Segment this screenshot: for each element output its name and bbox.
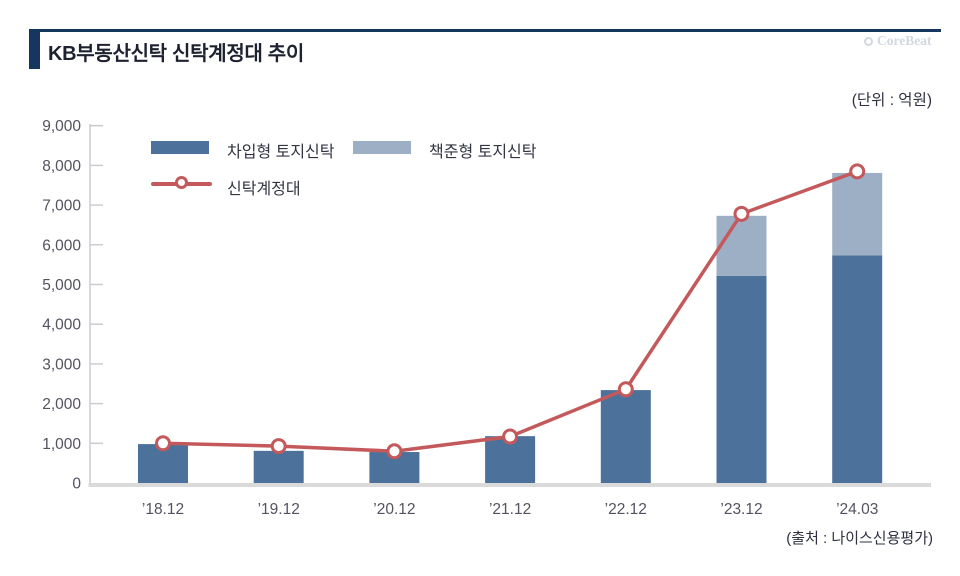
watermark: CoreBeat [864,33,931,49]
y-tick-label: 0 [72,476,81,493]
y-tick-label: 5,000 [42,277,81,294]
bar-segment-completion-trust [716,215,767,276]
x-tick-label: ’18.12 [142,501,184,518]
x-tick-label: ’20.12 [373,501,415,518]
y-tick-label: 6,000 [42,237,81,254]
source-label: (출처 : 나이스신용평가) [786,530,933,547]
unit-label: (단위 : 억원) [851,92,932,109]
trend-marker [617,381,634,398]
legend-label-borrowed-trust: 차입형 토지신탁 [227,144,335,161]
y-tick-label: 1,000 [42,436,81,453]
trend-marker [502,428,519,445]
bar-segment-borrowed-trust [600,390,651,483]
trend-marker [270,438,287,455]
legend-label-trust-account: 신탁계정대 [227,181,301,198]
legend-line-marker-icon [175,176,188,189]
x-tick-label: ’19.12 [258,501,300,518]
y-tick-label: 3,000 [42,356,81,373]
bar-segment-borrowed-trust [832,255,883,483]
page-title: KB부동산신탁 신탁계정대 추이 [48,43,304,65]
y-tick-label: 8,000 [42,158,81,175]
y-tick-label: 7,000 [42,198,81,215]
y-tick-label: 4,000 [42,317,81,334]
x-tick-label: ’21.12 [489,501,531,518]
trend-marker [849,163,866,180]
watermark-logo-icon [864,36,873,46]
trend-marker [155,435,171,452]
x-axis-line [88,483,931,487]
bar-segment-borrowed-trust [253,450,304,483]
legend-swatch-completion-trust [353,141,411,154]
x-tick-label: ’22.12 [605,501,647,518]
y-tick-label: 9,000 [42,118,81,135]
title-accent-bar [29,29,40,69]
y-tick-label: 2,000 [42,396,81,413]
x-tick-label: ’23.12 [720,501,762,518]
header-rule [29,29,941,32]
legend-label-completion-trust: 책준형 토지신탁 [429,144,537,161]
bar-segment-completion-trust [832,172,883,256]
legend-swatch-borrowed-trust [151,141,209,154]
watermark-text: CoreBeat [877,33,932,48]
trend-marker [733,205,750,222]
bar-segment-borrowed-trust [716,275,767,483]
x-tick-label: ’24.03 [836,501,878,518]
trend-marker [386,443,403,460]
